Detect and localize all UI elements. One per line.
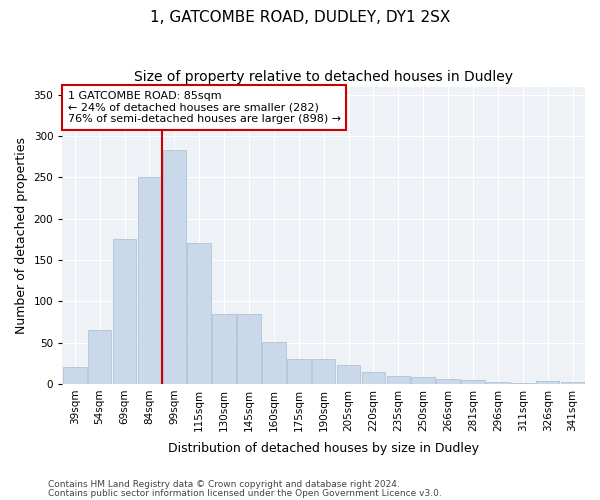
Bar — [113, 240, 136, 384]
Bar — [561, 382, 584, 384]
Bar — [337, 365, 361, 384]
Bar — [312, 359, 335, 384]
Bar — [287, 359, 311, 384]
Bar — [511, 383, 535, 384]
Text: Contains HM Land Registry data © Crown copyright and database right 2024.: Contains HM Land Registry data © Crown c… — [48, 480, 400, 489]
Bar — [386, 376, 410, 384]
Text: 1, GATCOMBE ROAD, DUDLEY, DY1 2SX: 1, GATCOMBE ROAD, DUDLEY, DY1 2SX — [150, 10, 450, 25]
Y-axis label: Number of detached properties: Number of detached properties — [15, 136, 28, 334]
Bar — [137, 178, 161, 384]
Bar — [262, 342, 286, 384]
Bar — [63, 368, 86, 384]
X-axis label: Distribution of detached houses by size in Dudley: Distribution of detached houses by size … — [168, 442, 479, 455]
Bar — [362, 372, 385, 384]
Bar — [486, 382, 510, 384]
Title: Size of property relative to detached houses in Dudley: Size of property relative to detached ho… — [134, 70, 513, 84]
Bar — [163, 150, 186, 384]
Bar — [536, 382, 559, 384]
Bar — [212, 314, 236, 384]
Text: 1 GATCOMBE ROAD: 85sqm
← 24% of detached houses are smaller (282)
76% of semi-de: 1 GATCOMBE ROAD: 85sqm ← 24% of detached… — [68, 91, 341, 124]
Bar — [187, 244, 211, 384]
Text: Contains public sector information licensed under the Open Government Licence v3: Contains public sector information licen… — [48, 488, 442, 498]
Bar — [436, 379, 460, 384]
Bar — [88, 330, 112, 384]
Bar — [461, 380, 485, 384]
Bar — [237, 314, 261, 384]
Bar — [412, 378, 435, 384]
